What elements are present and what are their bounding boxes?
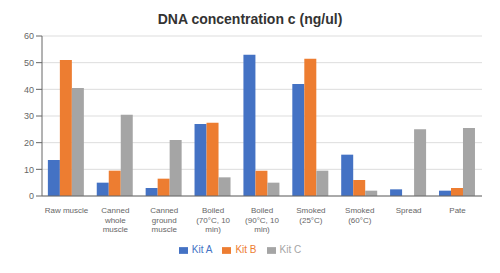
svg-text:Cannedgroundmuscle: Cannedgroundmuscle bbox=[150, 206, 178, 234]
svg-text:10: 10 bbox=[24, 165, 34, 175]
html-text:Kit A: Kit A bbox=[191, 244, 213, 255]
svg-text:Spread: Spread bbox=[396, 206, 422, 215]
html-text:Kit C: Kit C bbox=[279, 244, 302, 255]
html-text:DNA concentration c (ng/ul): DNA concentration c (ng/ul) bbox=[157, 11, 343, 27]
svg-text:Pate: Pate bbox=[449, 206, 466, 215]
html-text:Kit B: Kit B bbox=[235, 244, 257, 255]
svg-text:30: 30 bbox=[24, 111, 34, 121]
svg-text:Smoked(60°C): Smoked(60°C) bbox=[345, 206, 374, 225]
svg-text:20: 20 bbox=[24, 138, 34, 148]
svg-text:Boiled(70°C, 10min): Boiled(70°C, 10min) bbox=[196, 206, 230, 234]
svg-text:60: 60 bbox=[24, 31, 34, 41]
svg-text:Smoked(25°C): Smoked(25°C) bbox=[296, 206, 325, 225]
svg-text:0: 0 bbox=[29, 191, 34, 201]
svg-text:50: 50 bbox=[24, 58, 34, 68]
svg-text:Raw muscle: Raw muscle bbox=[45, 206, 89, 215]
svg-text:Cannedwholemuscle: Cannedwholemuscle bbox=[101, 206, 129, 234]
svg-text:40: 40 bbox=[24, 85, 34, 95]
svg-text:Boiled(90°C, 10min): Boiled(90°C, 10min) bbox=[245, 206, 279, 234]
